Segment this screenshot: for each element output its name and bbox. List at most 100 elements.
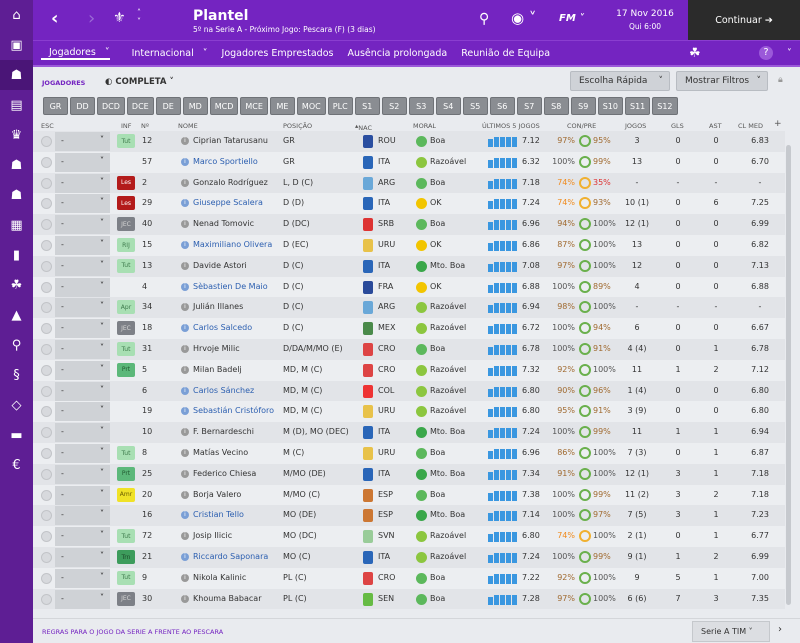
col-conpre[interactable]: CON/PRE <box>567 122 597 130</box>
info-icon[interactable]: i <box>181 511 189 520</box>
position-filter-s1[interactable]: S1 <box>354 97 380 115</box>
chevron-right-icon[interactable]: › <box>778 624 782 635</box>
selection-dropdown[interactable]: - ˅ <box>55 194 110 214</box>
info-icon[interactable]: i <box>181 553 189 561</box>
table-row[interactable]: - ˅ JEC 40 i Nenad Tomovic D (DC) SRB Boa… <box>33 214 785 236</box>
view-selector[interactable]: ◐ COMPLETA ˅ <box>105 77 174 87</box>
position-filter-s7[interactable]: S7 <box>516 97 542 115</box>
info-icon[interactable]: i <box>181 282 189 291</box>
position-filter-s9[interactable]: S9 <box>570 97 596 115</box>
select-checkbox[interactable] <box>41 552 52 563</box>
position-filter-md[interactable]: MD <box>182 97 208 115</box>
player-name[interactable]: Matías Vecino <box>193 448 249 457</box>
selection-dropdown[interactable]: - ˅ <box>55 277 110 297</box>
info-icon[interactable]: i <box>181 220 189 229</box>
select-checkbox[interactable] <box>41 406 52 418</box>
selection-dropdown[interactable]: - ˅ <box>55 444 110 463</box>
info-icon[interactable]: i <box>181 449 189 457</box>
lock-icon[interactable]: 🔒︎ <box>778 75 783 85</box>
selection-dropdown[interactable]: - ˅ <box>55 319 110 339</box>
info-icon[interactable]: i <box>181 324 189 333</box>
position-filter-mcd[interactable]: MCD <box>209 97 239 115</box>
selection-dropdown[interactable]: - ˅ <box>55 402 110 422</box>
col-gls[interactable]: GLS <box>671 122 684 130</box>
table-row[interactable]: - ˅ Tut 8 i Matías Vecino M (C) URU Boa 6… <box>33 443 785 464</box>
position-filter-s11[interactable]: S11 <box>624 97 651 115</box>
player-name[interactable]: Giuseppe Scalera <box>193 198 263 208</box>
position-filter-de[interactable]: DE <box>155 97 181 115</box>
player-name[interactable]: Sebastián Cristóforo <box>193 406 275 416</box>
u23-icon[interactable]: ☗ <box>10 187 23 203</box>
player-name[interactable]: Khouma Babacar <box>193 593 262 603</box>
info-icon[interactable]: i <box>181 469 189 478</box>
col-num[interactable]: Nº <box>141 122 149 130</box>
position-filter-moc[interactable]: MOC <box>296 97 326 115</box>
table-row[interactable]: - ˅ 6 i Carlos Sánchez MD, M (C) COL Razo… <box>33 380 785 402</box>
select-checkbox[interactable] <box>41 156 52 168</box>
select-checkbox[interactable] <box>41 448 52 459</box>
player-name[interactable]: Julián Illanes <box>193 302 244 312</box>
selection-dropdown[interactable]: - ˅ <box>55 298 110 318</box>
position-filter-s12[interactable]: S12 <box>652 97 678 115</box>
continue-button[interactable]: Continuar ➔ <box>688 0 800 40</box>
player-name[interactable]: Riccardo Saponara <box>193 552 269 561</box>
position-filter-me[interactable]: ME <box>269 97 295 115</box>
info-icon[interactable]: i <box>181 157 189 166</box>
tab-jogadores[interactable]: Jogadores ˅ <box>41 47 110 60</box>
table-row[interactable]: - ˅ 4 i Sèbastien De Maio D (C) FRA OK 6.… <box>33 276 785 298</box>
select-checkbox[interactable] <box>41 510 52 522</box>
rules-link[interactable]: REGRAS PARA O JOGO DA SERIE A FRENTE AO … <box>42 628 224 636</box>
info-icon[interactable]: i <box>181 386 189 395</box>
select-checkbox[interactable] <box>41 489 52 501</box>
staff-icon[interactable]: ☘ <box>10 277 23 293</box>
player-name[interactable]: Carlos Salcedo <box>193 323 253 333</box>
show-filters-button[interactable]: Mostrar Filtros ˅ <box>676 71 768 91</box>
position-filter-dcd[interactable]: DCD <box>97 97 125 115</box>
table-row[interactable]: - ˅ RIJ 15 i Maximiliano Olivera D (EC) U… <box>33 235 785 256</box>
col-name[interactable]: NOME <box>178 122 198 130</box>
search-icon[interactable]: ⚲ <box>11 337 22 353</box>
position-filter-dd[interactable]: DD <box>70 97 95 115</box>
selection-dropdown[interactable]: - ˅ <box>55 152 110 172</box>
select-checkbox[interactable] <box>41 302 52 314</box>
globe-icon[interactable]: ◉ ˅ <box>511 9 537 27</box>
select-checkbox[interactable] <box>41 468 52 480</box>
player-name[interactable]: Hrvoje Milic <box>193 344 240 353</box>
quick-pick-button[interactable]: Escolha Rápida ˅ <box>570 71 670 91</box>
selection-dropdown[interactable]: - ˅ <box>55 132 110 151</box>
position-filter-s8[interactable]: S8 <box>543 97 569 115</box>
training-icon[interactable]: ▲ <box>11 307 22 323</box>
position-filter-s10[interactable]: S10 <box>597 97 623 115</box>
tab-internacional[interactable]: Internacional ˅ <box>131 47 208 59</box>
tab-reuniao[interactable]: Reunião de Equipa <box>461 47 551 59</box>
player-name[interactable]: Milan Badelj <box>193 364 242 374</box>
select-checkbox[interactable] <box>41 385 52 397</box>
player-name[interactable]: Carlos Sánchez <box>193 385 255 395</box>
select-checkbox[interactable] <box>41 281 52 293</box>
selection-dropdown[interactable]: - ˅ <box>55 485 110 505</box>
select-checkbox[interactable] <box>41 198 52 210</box>
info-icon[interactable]: i <box>181 490 189 499</box>
info-icon[interactable]: i <box>181 345 189 353</box>
info-icon[interactable]: i <box>181 573 189 582</box>
position-filter-s4[interactable]: S4 <box>435 97 461 115</box>
select-checkbox[interactable] <box>41 593 52 605</box>
table-row[interactable]: - ˅ 16 i Cristian Tello MO (DE) ESP Mto. … <box>33 505 785 527</box>
player-name[interactable]: Maximiliano Olivera <box>193 240 273 249</box>
table-row[interactable]: - ˅ JEC 18 i Carlos Salcedo D (C) MEX Raz… <box>33 318 785 340</box>
player-name[interactable]: Sèbastien De Maio <box>193 281 268 291</box>
inbox-icon[interactable]: ▣ <box>10 37 23 53</box>
chevron-down-icon[interactable]: ˅ <box>787 47 792 59</box>
search-icon[interactable]: ⚲ <box>479 11 490 27</box>
staff-icon[interactable]: ☘ <box>689 45 701 61</box>
home-icon[interactable]: ⌂ <box>12 7 21 23</box>
select-checkbox[interactable] <box>41 177 52 189</box>
col-moral[interactable]: MORAL <box>413 122 437 130</box>
info-icon[interactable]: i <box>181 407 189 416</box>
col-pos[interactable]: POSIÇÃO <box>283 122 313 130</box>
position-filter-gr[interactable]: GR <box>43 97 68 115</box>
select-checkbox[interactable] <box>41 531 52 543</box>
table-row[interactable]: - ˅ Apr 34 i Julián Illanes D (C) ARG Raz… <box>33 297 785 319</box>
table-row[interactable]: - ˅ Les 2 i Gonzalo Rodríguez L, D (C) AR… <box>33 172 785 194</box>
tab-ausencia[interactable]: Ausência prolongada <box>347 47 448 59</box>
